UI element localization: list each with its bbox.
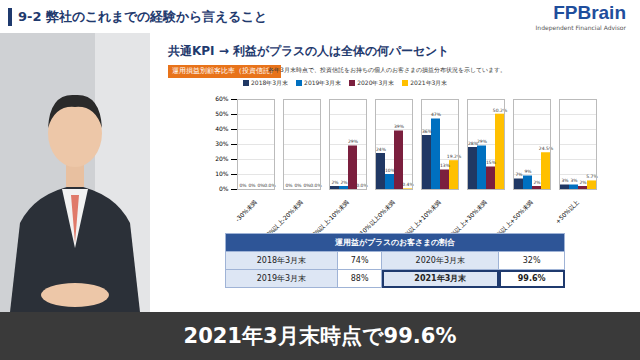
html-text:2019年3月末: 2019年3月末 — [304, 79, 342, 86]
svg-text:2%: 2% — [533, 180, 541, 185]
html-text:74%: 74% — [350, 256, 369, 265]
svg-text:10%: 10% — [215, 170, 229, 177]
html-text:2021年3月末: 2021年3月末 — [414, 274, 467, 283]
svg-text:47%: 47% — [431, 112, 442, 117]
svg-text:2%: 2% — [331, 180, 339, 185]
html-text:FPBrain: FPBrain — [553, 2, 626, 23]
svg-text:20%: 20% — [215, 155, 229, 162]
svg-text:50.2%: 50.2% — [493, 108, 508, 113]
svg-text:3%: 3% — [561, 178, 569, 183]
svg-text:28%: 28% — [468, 140, 478, 146]
svg-text:39%: 39% — [394, 124, 405, 129]
svg-text:+50%以上: +50%以上 — [554, 198, 580, 224]
svg-text:13%: 13% — [440, 163, 451, 168]
html-text:各年3月末時点で、投資信託をお持ちの個人のお客さまの損益分布: 各年3月末時点で、投資信託をお持ちの個人のお客さまの損益分布状況を示しています。 — [268, 66, 506, 73]
svg-text:0%: 0% — [285, 183, 293, 188]
svg-text:29%: 29% — [348, 139, 359, 144]
svg-text:24%: 24% — [376, 147, 387, 152]
svg-text:36%: 36% — [422, 129, 433, 134]
html-text:Independent Financial Advisor: Independent Financial Advisor — [535, 24, 626, 31]
svg-text:9%: 9% — [524, 169, 532, 174]
html-text:0% 0.0%: 0% 0.0% — [257, 182, 276, 188]
svg-text:60%: 60% — [215, 95, 229, 102]
svg-text:29%: 29% — [477, 139, 488, 144]
html-text:2021年3月末時点で99.6%: 2021年3月末時点で99.6% — [183, 324, 457, 348]
svg-text:24.5%: 24.5% — [539, 146, 554, 151]
svg-text:30%: 30% — [215, 140, 229, 147]
svg-text:0%: 0% — [294, 183, 302, 188]
svg-text:10%: 10% — [385, 168, 396, 173]
svg-text:-30%未満: -30%未満 — [234, 198, 258, 222]
svg-text:0.4%: 0.4% — [402, 182, 414, 188]
html-text:0% 0.0%: 0% 0.0% — [303, 182, 322, 188]
html-text:99.6%: 99.6% — [517, 274, 546, 283]
html-text:運用損益別顧客比率（投資信託）: 運用損益別顧客比率（投資信託） — [172, 67, 277, 75]
svg-text:19.2%: 19.2% — [447, 154, 462, 159]
svg-text:7%: 7% — [515, 172, 523, 177]
html-text:2020年3月末: 2020年3月末 — [415, 256, 465, 265]
svg-text:0%: 0% — [219, 185, 229, 192]
svg-text:3%: 3% — [570, 178, 578, 183]
svg-text:50%: 50% — [215, 110, 229, 117]
html-text:2018年3月末: 2018年3月末 — [256, 256, 307, 265]
html-text:2021年3月末: 2021年3月末 — [410, 79, 448, 86]
svg-text:40%: 40% — [215, 125, 229, 132]
html-text:32%: 32% — [522, 256, 541, 265]
html-text:2018年3月末: 2018年3月末 — [251, 79, 289, 86]
svg-text:2%: 2% — [579, 180, 587, 185]
svg-text:5.7%: 5.7% — [586, 174, 598, 180]
svg-text:2%: 2% — [340, 180, 348, 185]
html-text:運用益がプラスのお客さまの割合: 運用益がプラスのお客さまの割合 — [335, 238, 455, 247]
svg-text:15%: 15% — [486, 160, 497, 165]
svg-text:-10%以上0%未満: -10%以上0%未満 — [356, 198, 396, 238]
svg-text:0%: 0% — [239, 183, 247, 188]
html-text:2019年3月末: 2019年3月末 — [256, 274, 307, 283]
html-text:2020年3月末: 2020年3月末 — [357, 79, 395, 86]
svg-text:0%: 0% — [248, 183, 256, 188]
svg-text:0.0%: 0.0% — [356, 182, 368, 188]
html-text:88%: 88% — [350, 274, 369, 283]
html-text:共通KPI → 利益がプラスの人は全体の何パーセント: 共通KPI → 利益がプラスの人は全体の何パーセント — [168, 44, 449, 58]
html-text:9-2 弊社のこれまでの経験から言えること: 9-2 弊社のこれまでの経験から言えること — [18, 9, 267, 24]
